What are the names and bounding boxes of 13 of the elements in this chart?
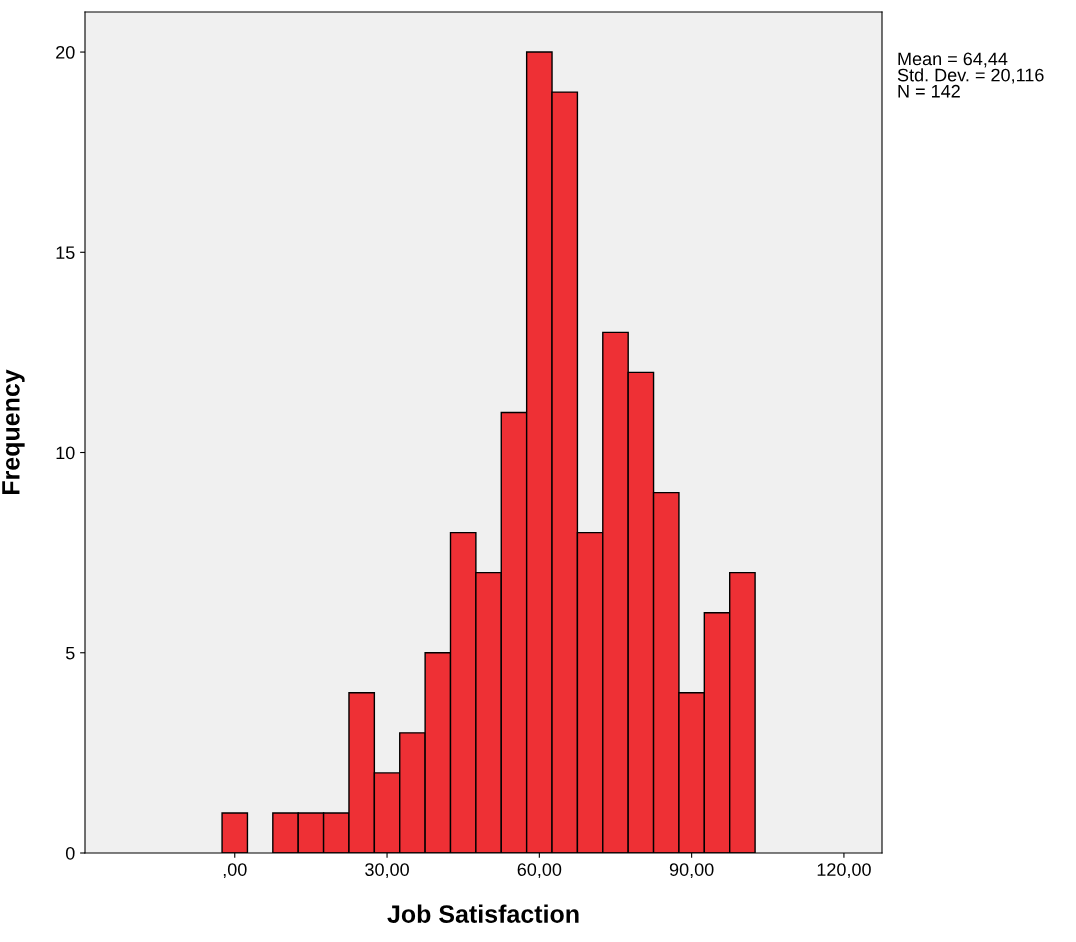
y-tick-label: 10 bbox=[56, 446, 75, 460]
x-tick-label: ,00 bbox=[223, 863, 247, 879]
y-tick-label: 15 bbox=[56, 246, 75, 260]
y-axis-title: Frequency bbox=[2, 369, 25, 495]
y-tick-label: 20 bbox=[56, 45, 75, 59]
x-tick-label: 60,00 bbox=[517, 863, 562, 879]
x-axis-title: Job Satisfaction bbox=[387, 904, 579, 923]
x-tick-label: 120,00 bbox=[817, 863, 871, 879]
y-tick-label: 0 bbox=[65, 846, 75, 860]
text: Mean = 64,44 Std. Dev. = 20,116 N = 142 bbox=[897, 52, 1044, 98]
x-tick-label: 30,00 bbox=[365, 863, 409, 879]
x-tick-label: 90,00 bbox=[669, 863, 714, 879]
y-tick-label: 5 bbox=[65, 646, 75, 660]
